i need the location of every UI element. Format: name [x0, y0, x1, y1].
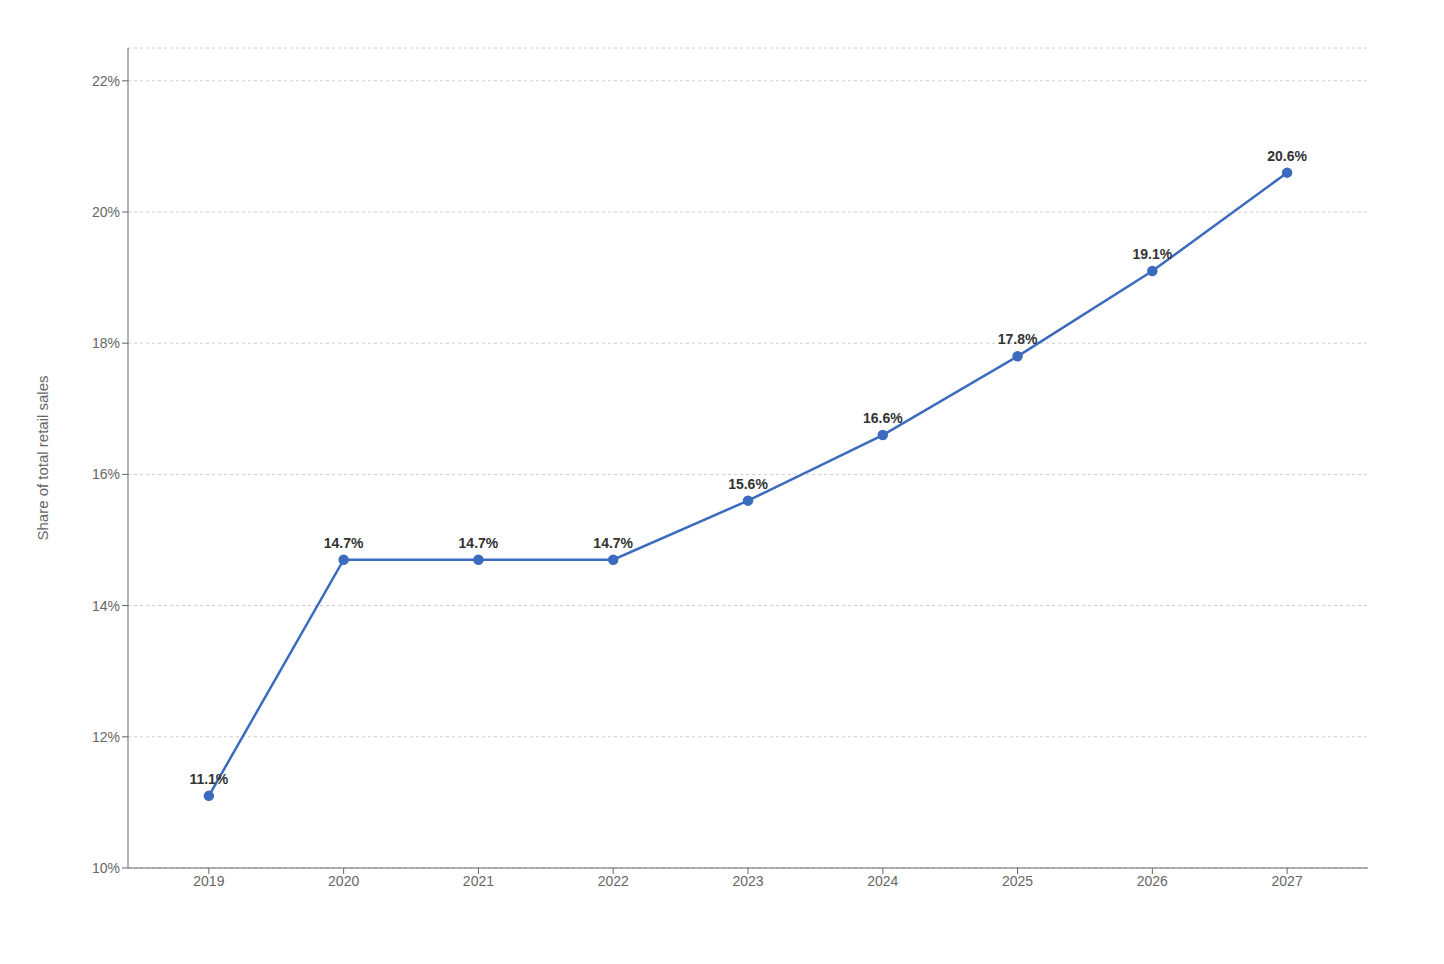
svg-text:14.7%: 14.7% — [459, 535, 499, 551]
svg-text:2021: 2021 — [463, 873, 494, 889]
svg-text:2019: 2019 — [193, 873, 224, 889]
svg-text:18%: 18% — [92, 335, 120, 351]
svg-text:2025: 2025 — [1002, 873, 1033, 889]
svg-text:14%: 14% — [92, 598, 120, 614]
svg-text:2027: 2027 — [1272, 873, 1303, 889]
svg-text:2026: 2026 — [1137, 873, 1168, 889]
svg-text:2022: 2022 — [598, 873, 629, 889]
svg-text:16%: 16% — [92, 466, 120, 482]
svg-text:22%: 22% — [92, 73, 120, 89]
svg-text:14.7%: 14.7% — [593, 535, 633, 551]
svg-text:12%: 12% — [92, 729, 120, 745]
svg-text:14.7%: 14.7% — [324, 535, 364, 551]
svg-text:19.1%: 19.1% — [1132, 246, 1172, 262]
svg-text:10%: 10% — [92, 860, 120, 876]
svg-text:16.6%: 16.6% — [863, 410, 903, 426]
svg-text:Share of total retail sales: Share of total retail sales — [34, 375, 51, 540]
svg-text:20%: 20% — [92, 204, 120, 220]
svg-text:17.8%: 17.8% — [998, 331, 1038, 347]
svg-text:2020: 2020 — [328, 873, 359, 889]
svg-text:15.6%: 15.6% — [728, 476, 768, 492]
svg-text:11.1%: 11.1% — [189, 771, 228, 787]
svg-text:2023: 2023 — [732, 873, 763, 889]
svg-text:2024: 2024 — [867, 873, 898, 889]
svg-text:20.6%: 20.6% — [1267, 148, 1307, 164]
